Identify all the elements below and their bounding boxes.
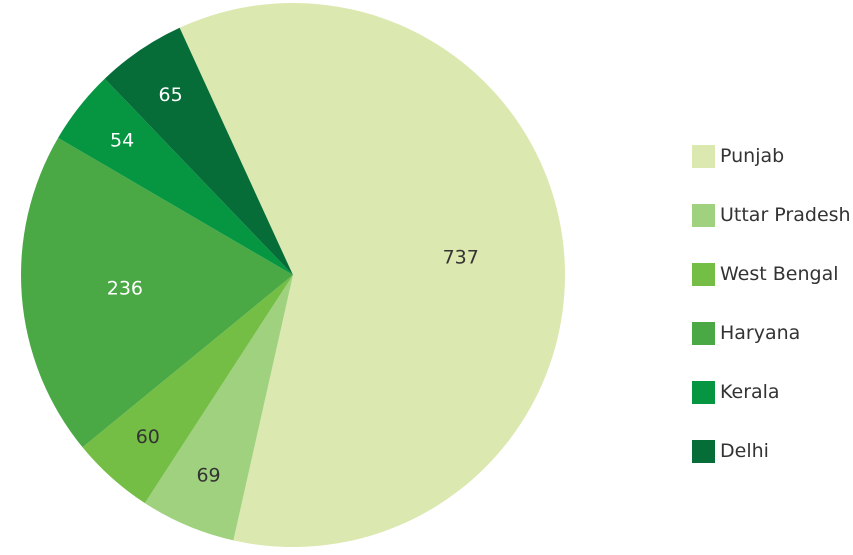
pie-value-label-haryana: 236 bbox=[107, 277, 143, 299]
pie-value-label-uttar-pradesh: 69 bbox=[196, 465, 220, 487]
legend-item-delhi: Delhi bbox=[692, 440, 852, 499]
pie-slice-delhi bbox=[104, 27, 293, 276]
legend-swatch-haryana bbox=[692, 322, 715, 345]
legend-item-uttar-pradesh: Uttar Pradesh bbox=[692, 204, 852, 263]
legend-label-delhi: Delhi bbox=[720, 440, 769, 462]
legend-item-haryana: Haryana bbox=[692, 322, 852, 381]
chart-legend: Punjab Uttar Pradesh West Bengal Haryana… bbox=[692, 145, 852, 499]
pie-value-label-punjab: 737 bbox=[443, 246, 479, 268]
pie-slice-kerala bbox=[58, 78, 293, 275]
pie-slice-haryana bbox=[20, 137, 293, 448]
pie-slice-punjab bbox=[179, 3, 565, 548]
pie-slice-west-bengal bbox=[82, 275, 293, 504]
legend-swatch-uttar-pradesh bbox=[692, 204, 715, 227]
legend-item-punjab: Punjab bbox=[692, 145, 852, 204]
legend-item-kerala: Kerala bbox=[692, 381, 852, 440]
legend-label-punjab: Punjab bbox=[720, 145, 785, 167]
legend-swatch-kerala bbox=[692, 381, 715, 404]
legend-label-west-bengal: West Bengal bbox=[720, 263, 839, 285]
legend-label-haryana: Haryana bbox=[720, 322, 801, 344]
pie-value-label-kerala: 54 bbox=[110, 129, 134, 151]
legend-item-west-bengal: West Bengal bbox=[692, 263, 852, 322]
pie-value-label-delhi: 65 bbox=[159, 84, 183, 106]
legend-swatch-delhi bbox=[692, 440, 715, 463]
pie-value-label-west-bengal: 60 bbox=[136, 426, 160, 448]
legend-swatch-west-bengal bbox=[692, 263, 715, 286]
legend-label-kerala: Kerala bbox=[720, 381, 780, 403]
legend-label-uttar-pradesh: Uttar Pradesh bbox=[720, 204, 851, 226]
pie-slice-uttar-pradesh bbox=[144, 275, 293, 541]
legend-swatch-punjab bbox=[692, 145, 715, 168]
